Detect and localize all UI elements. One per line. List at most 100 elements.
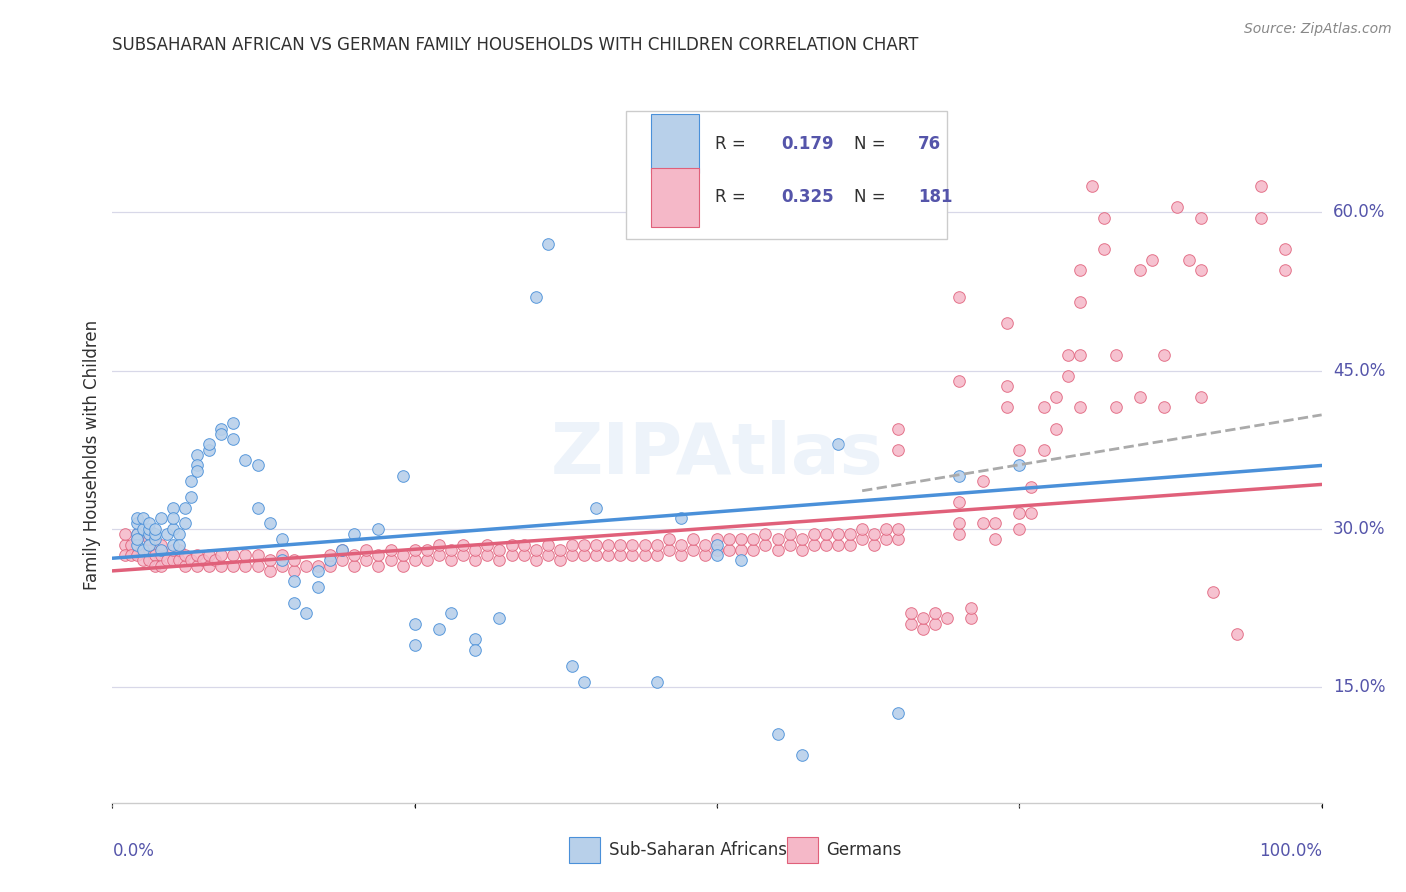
Point bbox=[754, 527, 776, 541]
Point bbox=[451, 548, 474, 562]
Point bbox=[440, 542, 463, 557]
Point bbox=[440, 606, 463, 620]
Point bbox=[1092, 243, 1115, 257]
Point bbox=[440, 553, 463, 567]
Point bbox=[132, 553, 155, 567]
Point bbox=[259, 516, 281, 531]
Point bbox=[330, 542, 353, 557]
Point bbox=[283, 553, 305, 567]
Point bbox=[464, 643, 486, 657]
Point bbox=[246, 558, 269, 573]
Point bbox=[149, 548, 172, 562]
Point bbox=[779, 537, 801, 551]
Point bbox=[416, 542, 439, 557]
Point bbox=[162, 511, 184, 525]
Point bbox=[488, 553, 510, 567]
Point bbox=[742, 542, 765, 557]
Point bbox=[132, 542, 155, 557]
Point bbox=[330, 542, 353, 557]
Point bbox=[330, 553, 353, 567]
Point bbox=[851, 533, 873, 547]
Point bbox=[209, 558, 232, 573]
Point bbox=[779, 527, 801, 541]
Point bbox=[174, 516, 197, 531]
Text: 30.0%: 30.0% bbox=[1333, 520, 1385, 538]
Point bbox=[633, 537, 655, 551]
Point bbox=[1274, 263, 1296, 277]
Point bbox=[143, 527, 166, 541]
Point bbox=[427, 537, 450, 551]
Point bbox=[972, 475, 994, 489]
Point bbox=[125, 511, 148, 525]
Point bbox=[1250, 211, 1272, 225]
Point bbox=[1189, 211, 1212, 225]
Point bbox=[766, 727, 789, 741]
Point bbox=[391, 469, 413, 483]
Text: 45.0%: 45.0% bbox=[1333, 361, 1385, 380]
Point bbox=[167, 553, 190, 567]
Point bbox=[863, 527, 886, 541]
Point bbox=[246, 500, 269, 515]
Point bbox=[839, 527, 862, 541]
Point bbox=[114, 527, 136, 541]
Point bbox=[512, 537, 534, 551]
Point bbox=[404, 638, 426, 652]
Point bbox=[1056, 348, 1078, 362]
Point bbox=[1177, 252, 1199, 267]
Point bbox=[380, 542, 402, 557]
Point bbox=[186, 448, 208, 462]
Point bbox=[948, 495, 970, 509]
Point bbox=[960, 611, 983, 625]
Point bbox=[162, 553, 184, 567]
Point bbox=[669, 537, 692, 551]
Point bbox=[156, 527, 179, 541]
Text: SUBSAHARAN AFRICAN VS GERMAN FAMILY HOUSEHOLDS WITH CHILDREN CORRELATION CHART: SUBSAHARAN AFRICAN VS GERMAN FAMILY HOUS… bbox=[112, 36, 920, 54]
FancyBboxPatch shape bbox=[626, 111, 946, 239]
Point bbox=[186, 464, 208, 478]
Point bbox=[120, 548, 142, 562]
Point bbox=[814, 527, 837, 541]
Point bbox=[1153, 401, 1175, 415]
Point bbox=[693, 537, 716, 551]
Text: 0.179: 0.179 bbox=[782, 135, 834, 153]
Point bbox=[693, 548, 716, 562]
Point bbox=[790, 748, 813, 763]
Point bbox=[537, 237, 560, 252]
Point bbox=[391, 558, 413, 573]
Point bbox=[138, 553, 160, 567]
Point bbox=[198, 558, 221, 573]
Text: 0.325: 0.325 bbox=[782, 188, 834, 206]
Point bbox=[1069, 295, 1091, 310]
Point bbox=[138, 516, 160, 531]
Point bbox=[138, 542, 160, 557]
Point bbox=[537, 537, 560, 551]
Point bbox=[814, 537, 837, 551]
Point bbox=[283, 574, 305, 589]
Point bbox=[319, 548, 342, 562]
Point bbox=[960, 600, 983, 615]
Text: N =: N = bbox=[853, 188, 890, 206]
Point bbox=[995, 379, 1018, 393]
Point bbox=[186, 558, 208, 573]
Point bbox=[524, 290, 547, 304]
Point bbox=[1008, 442, 1031, 457]
Point bbox=[658, 542, 681, 557]
Point bbox=[343, 558, 366, 573]
Point bbox=[174, 558, 197, 573]
Point bbox=[162, 500, 184, 515]
Point bbox=[1105, 401, 1128, 415]
Point bbox=[790, 533, 813, 547]
Point bbox=[887, 706, 910, 721]
Point bbox=[132, 542, 155, 557]
Point bbox=[1189, 263, 1212, 277]
Point bbox=[132, 511, 155, 525]
Point bbox=[125, 527, 148, 541]
Point bbox=[307, 564, 329, 578]
Point bbox=[132, 522, 155, 536]
Point bbox=[138, 527, 160, 541]
Point bbox=[125, 527, 148, 541]
Point bbox=[295, 606, 318, 620]
Point bbox=[984, 516, 1007, 531]
Point bbox=[609, 548, 631, 562]
Point bbox=[524, 553, 547, 567]
